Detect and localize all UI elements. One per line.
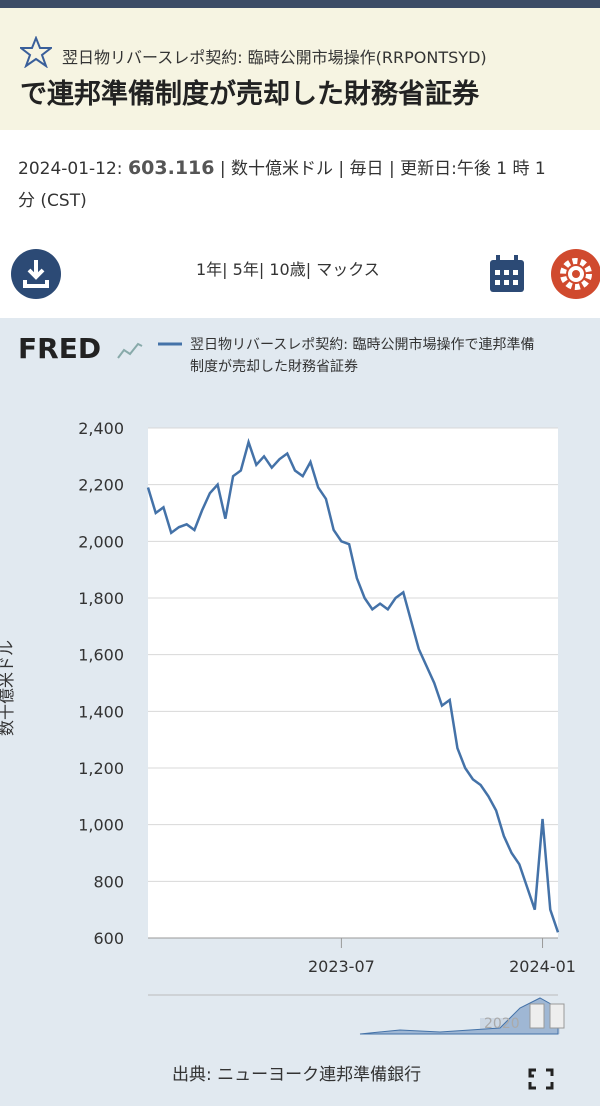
series-line [146,437,560,933]
range[interactable]: 1年| [196,260,228,279]
title-line1: 翌日物リバースレポ契約: 臨時公開市場操作(RRPONTSYD) [62,48,487,67]
range[interactable]: マックス [316,260,380,279]
y-tick-label: 2,000 [78,532,124,551]
details: | 数十億米ドル | 毎日 | 更新日:午後 1 時 1 [219,159,546,179]
navigator-handle[interactable] [549,1003,565,1029]
title-line2: で連邦準備制度が売却した財務省証券 [20,79,479,110]
source: 出典: ニューヨーク連邦準備銀行 [172,1065,421,1085]
legend: 翌日物リバースレポ契約: 臨時公開市場操作で連邦準備 [190,336,534,353]
settings-button[interactable] [550,248,600,300]
range[interactable]: 10歳| [269,260,312,279]
y-tick-label: 800 [93,872,124,891]
star-icon[interactable] [20,36,52,68]
fred-logo: FRED [18,332,101,365]
info: 2024-01-12: 603.116 | 数十億米ドル | 毎日 | 更新日:… [18,152,588,217]
date: 2024-01-12: [18,159,123,179]
y-tick-label: 2,200 [78,476,124,495]
y-tick-label: 1,600 [78,646,124,665]
x-tick-label: 2024-01 [509,957,576,976]
fullscreen-button[interactable] [528,1068,554,1090]
y-tick-label: 2,400 [78,419,124,438]
navigator-handle[interactable] [529,1003,545,1029]
y-tick-label: 1,200 [78,759,124,778]
navigator-label: 2020 [484,1016,520,1032]
download-button[interactable] [10,248,62,300]
y-axis-label: 数十億米ドル [0,640,16,736]
header [0,8,600,130]
y-tick-label: 1,000 [78,816,124,835]
y-tick-label: 1,400 [78,702,124,721]
latest-value: 603.116 [127,157,215,179]
y-tick-label: 1,800 [78,589,124,608]
y-tick-label: 600 [93,929,124,948]
logo-icon [117,342,143,359]
plot-area [148,428,558,938]
legend: 制度が売却した財務省証券 [190,359,358,375]
details2: 分 (CST) [18,191,87,211]
top-bar [0,0,600,8]
chart: FRED 翌日物リバースレポ契約: 臨時公開市場操作で連邦準備 制度が売却した財… [0,332,576,1090]
range-buttons: 1年| 5年| 10歳| マックス [196,256,380,280]
x-tick-label: 2023-07 [308,957,375,976]
calendar-button[interactable] [488,254,526,294]
range[interactable]: 5年| [232,260,265,279]
chart-panel: FRED 翌日物リバースレポ契約: 臨時公開市場操作で連邦準備 制度が売却した財… [0,318,600,1106]
